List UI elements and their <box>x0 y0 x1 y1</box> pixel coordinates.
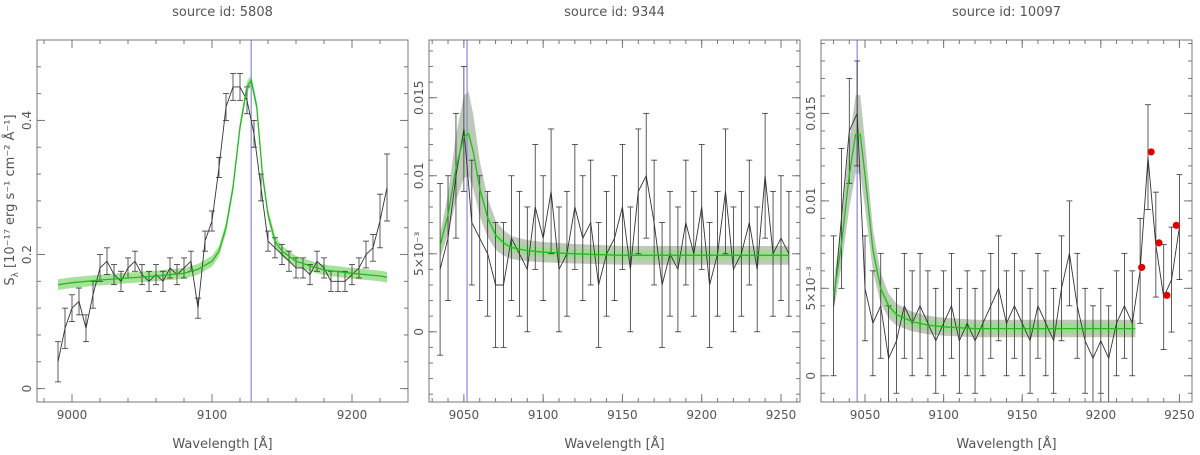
chart-title: source id: 10097 <box>952 5 1061 20</box>
error-bars <box>830 60 1183 402</box>
chart-panel-3: 9050 9100 9150 9200 9250 0 5×10⁻³ 0.01 0.015 sour… <box>804 5 1195 452</box>
y-tick-label: 0.015 <box>412 81 426 115</box>
y-tick-label: 0 <box>412 328 426 336</box>
x-axis: 9050 9100 9150 9200 9250 <box>431 40 798 422</box>
y-tick-label: 5×10⁻³ <box>804 266 818 310</box>
model-band <box>833 129 1136 334</box>
x-tick-label: 9100 <box>197 408 228 422</box>
x-tick-label: 9100 <box>528 408 559 422</box>
chart-panel-2: 9050 9100 9150 9200 9250 0 5×10⁻³ 0.01 0.015 sour… <box>412 5 801 452</box>
chart-panel-1: 9000 9100 9200 0 0.2 0.4 source id: 5808 Wavele… <box>20 5 409 452</box>
series-line-data <box>57 86 388 362</box>
y-tick-label: 5×10⁻³ <box>412 232 426 276</box>
x-tick-label: 9150 <box>607 408 638 422</box>
flagged-point <box>1147 148 1155 156</box>
series-line-data <box>833 113 1180 360</box>
y-tick-label: 0.01 <box>804 188 818 215</box>
uncertainty-band <box>440 91 789 265</box>
y-tick-label: 0.015 <box>804 96 818 130</box>
flagged-point <box>1172 221 1180 229</box>
x-axis: 9050 9100 9150 9200 9250 <box>833 40 1195 422</box>
x-axis-label: Wavelength [Å] <box>956 436 1056 452</box>
y-axis: 0 0.2 0.4 <box>20 39 408 393</box>
x-tick-label: 9200 <box>686 408 717 422</box>
flagged-point <box>1155 239 1163 247</box>
y-tick-label: 0 <box>804 372 818 380</box>
y-tick-label: 0 <box>20 385 34 393</box>
y-tick-label: 0.4 <box>20 111 34 130</box>
plot-area <box>55 40 390 402</box>
x-tick-label: 9250 <box>766 408 797 422</box>
chart-title: source id: 5808 <box>172 5 273 20</box>
flagged-point <box>1163 291 1171 299</box>
x-axis-label: Wavelength [Å] <box>172 436 272 452</box>
plot-area <box>437 40 792 402</box>
x-tick-label: 9000 <box>57 408 88 422</box>
chart-title: source id: 9344 <box>564 5 665 20</box>
y-tick-label: 0.2 <box>20 245 34 264</box>
x-tick-label: 9200 <box>1086 408 1117 422</box>
x-tick-label: 9150 <box>1007 408 1038 422</box>
x-tick-label: 9100 <box>928 408 959 422</box>
model-band <box>58 74 387 291</box>
y-axis: 0 5×10⁻³ 0.01 0.015 <box>804 42 1192 394</box>
error-bars <box>55 73 390 383</box>
plot-frame <box>428 39 801 403</box>
y-axis: 0 5×10⁻³ 0.01 0.015 <box>412 50 800 395</box>
series-line-data <box>439 128 790 286</box>
plot-frame <box>36 39 409 403</box>
series-line-model <box>832 133 1136 330</box>
series-line-model <box>57 78 388 286</box>
x-tick-label: 9050 <box>449 408 480 422</box>
y-axis-label: Sλ[10⁻¹⁷ erg s⁻¹ cm⁻² Å⁻¹] <box>2 114 21 285</box>
flagged-point <box>1138 263 1146 271</box>
plot-area <box>830 40 1183 402</box>
x-tick-label: 9200 <box>337 408 368 422</box>
x-tick-label: 9050 <box>850 408 881 422</box>
x-axis-label: Wavelength [Å] <box>564 436 664 452</box>
x-tick-label: 9250 <box>1164 408 1195 422</box>
series-line-model <box>439 132 789 256</box>
uncertainty-band <box>833 95 1136 338</box>
x-axis: 9000 9100 9200 <box>43 40 409 422</box>
y-tick-label: 0.01 <box>412 162 426 189</box>
